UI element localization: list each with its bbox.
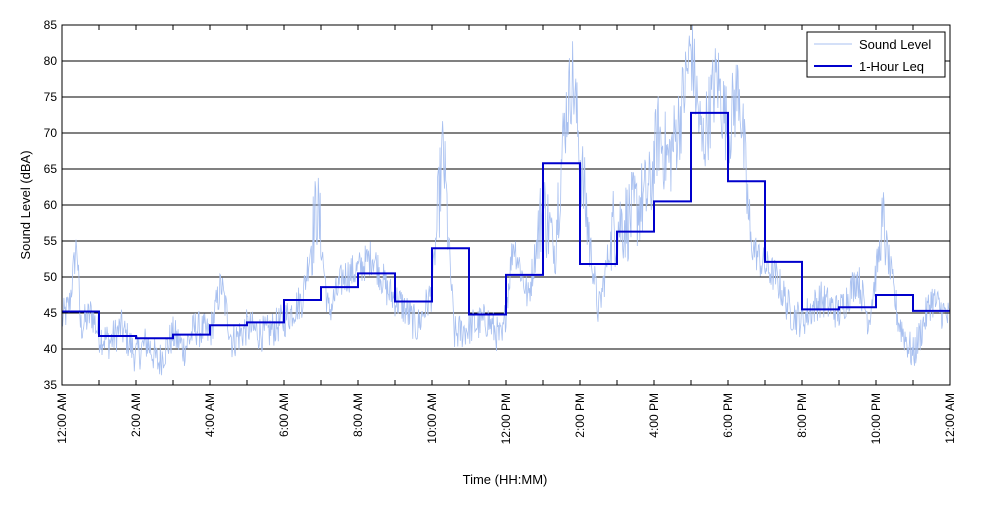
y-tick-label: 35 xyxy=(44,378,58,392)
y-axis-title: Sound Level (dBA) xyxy=(18,150,33,259)
y-tick-label: 45 xyxy=(44,306,58,320)
x-tick-label: 12:00 PM xyxy=(499,393,513,444)
y-tick-label: 55 xyxy=(44,234,58,248)
x-axis-title: Time (HH:MM) xyxy=(463,472,548,487)
x-tick-label: 4:00 PM xyxy=(647,393,661,438)
tick-layer xyxy=(61,24,951,386)
y-tick-label: 80 xyxy=(44,54,58,68)
x-tick-label: 6:00 AM xyxy=(277,393,291,437)
x-tick-label: 6:00 PM xyxy=(721,393,735,438)
y-tick-label: 85 xyxy=(44,18,58,32)
legend-label-sound-level: Sound Level xyxy=(859,37,931,52)
y-tick-label: 70 xyxy=(44,126,58,140)
legend-label-1-hour-leq: 1-Hour Leq xyxy=(859,59,924,74)
tick-labels: 35 40 45 50 55 60 65 70 75 80 85 12:00 AM 2:00 AM 4:0… xyxy=(44,18,957,444)
x-tick-label: 4:00 AM xyxy=(203,393,217,437)
x-tick-label: 8:00 PM xyxy=(795,393,809,438)
series-layer xyxy=(61,24,951,376)
legend-box xyxy=(806,31,946,78)
series-1-hour-leq xyxy=(62,111,950,340)
x-tick-label: 12:00 AM xyxy=(943,393,957,444)
x-tick-label: 2:00 AM xyxy=(129,393,143,437)
x-tick-label: 8:00 AM xyxy=(351,393,365,437)
y-tick-label: 75 xyxy=(44,90,58,104)
y-tick-label: 65 xyxy=(44,162,58,176)
legend: Sound Level 1-Hour Leq xyxy=(806,31,946,78)
y-tick-label: 40 xyxy=(44,342,58,356)
x-tick-label: 2:00 PM xyxy=(573,393,587,438)
x-tick-label: 10:00 AM xyxy=(425,393,439,444)
y-tick-label: 60 xyxy=(44,198,58,212)
x-tick-label: 12:00 AM xyxy=(55,393,69,444)
x-tick-label: 10:00 PM xyxy=(869,393,883,444)
y-tick-label: 50 xyxy=(44,270,58,284)
